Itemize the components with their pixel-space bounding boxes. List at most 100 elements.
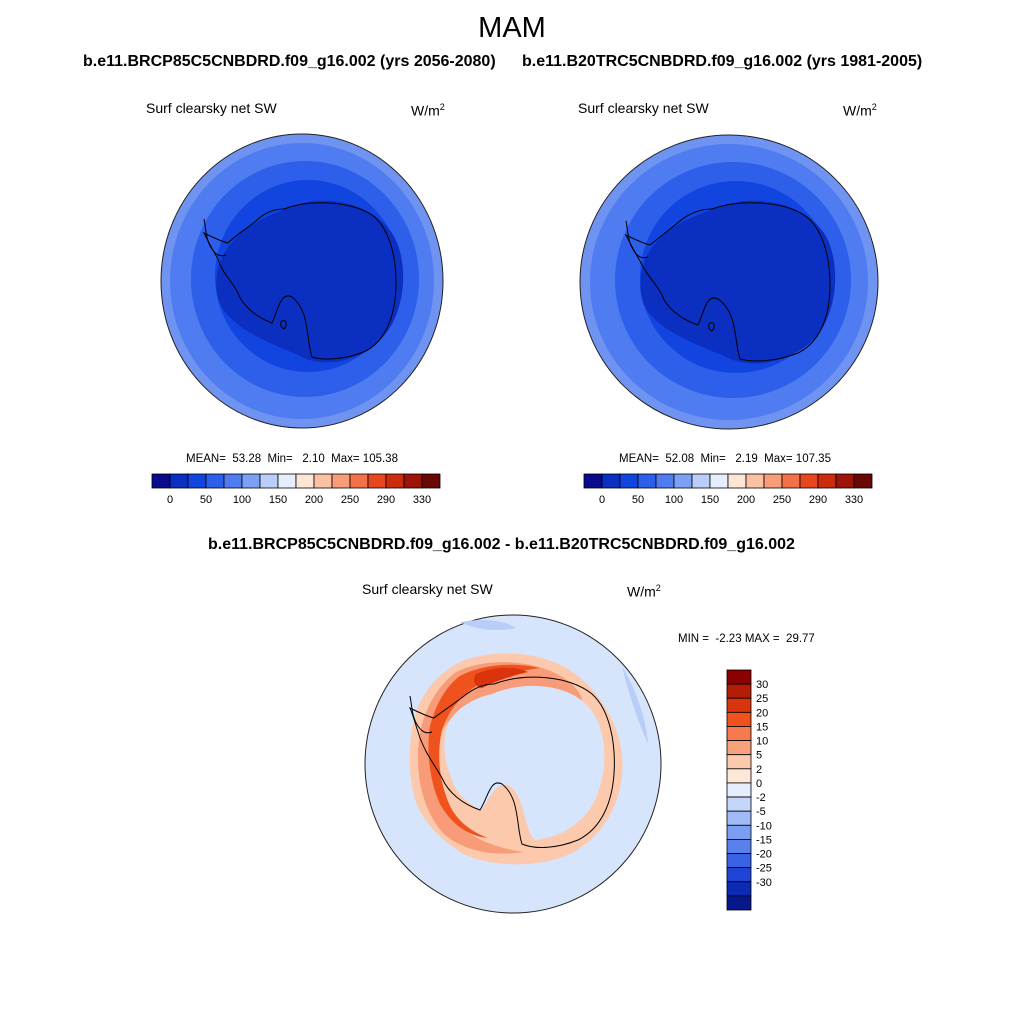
antarctica-coastline	[202, 202, 397, 360]
panel-2-stats: MEAN= 52.08 Min= 2.19 Max= 107.35	[619, 453, 831, 465]
colorbar-tick-label: 0	[756, 778, 762, 790]
min-value: 2.10	[302, 453, 325, 465]
colorbar-tick-label: -25	[756, 863, 772, 875]
diff-negative-patch-top	[460, 620, 516, 630]
mean-value: 53.28	[232, 453, 262, 465]
colorbar-box	[403, 473, 423, 489]
colorbar-box	[853, 473, 873, 489]
panel-2-units: W/m2	[843, 102, 877, 119]
antarctica-coastline	[624, 202, 831, 362]
colorbar-box	[726, 824, 752, 840]
colorbar-box	[223, 473, 243, 489]
max-value: 105.38	[362, 453, 398, 465]
min-label: Min=	[700, 453, 726, 465]
colorbar-box	[421, 473, 441, 489]
colorbar-box	[205, 473, 225, 489]
diff-units: W/m2	[627, 583, 661, 600]
peninsula-coastline	[203, 218, 227, 257]
colorbar-tick-label: 330	[413, 494, 431, 506]
colorbar-tick-label: 25	[756, 693, 768, 705]
colorbar-box	[726, 711, 752, 727]
colorbar-tick-label: 50	[200, 494, 212, 506]
colorbar-box	[726, 782, 752, 798]
colorbar-box	[259, 473, 279, 489]
colorbar-box	[313, 473, 333, 489]
min-value: -2.23	[715, 633, 742, 645]
colorbar-box	[726, 697, 752, 713]
units-base: W/m	[843, 102, 872, 119]
colorbar-box	[726, 754, 752, 770]
colorbar-box	[726, 881, 752, 897]
colorbar-box	[817, 473, 837, 489]
colorbar-tick-label: 150	[701, 494, 719, 506]
antarctica-coastline	[409, 676, 615, 848]
colorbar-tick-label: -30	[756, 877, 772, 889]
units-exponent: 2	[439, 102, 445, 112]
colorbar-tick-label: 50	[632, 494, 644, 506]
units-exponent: 2	[655, 583, 661, 593]
colorbar-tick-label: 10	[756, 736, 768, 748]
colorbar-box	[601, 473, 621, 489]
colorbar-box	[583, 473, 603, 489]
colorbar-box	[619, 473, 639, 489]
panel-1-colorbar: 0 50 100 150 200 250 290 330	[151, 473, 441, 506]
panel-2-map	[579, 134, 879, 430]
colorbar-box	[726, 867, 752, 883]
max-value: 107.35	[795, 453, 831, 465]
mean-value: 52.08	[665, 453, 695, 465]
min-label: Min=	[267, 453, 293, 465]
colorbar-tick-label: -20	[756, 849, 772, 861]
colorbar-tick-label: 330	[845, 494, 863, 506]
colorbar-tick-label: 250	[773, 494, 791, 506]
colorbar-box	[726, 895, 752, 911]
colorbar-box	[277, 473, 297, 489]
colorbar-box	[726, 740, 752, 756]
colorbar-box	[781, 473, 801, 489]
map-interior	[640, 200, 836, 364]
panel-2-colorbar: 0 50 100 150 200 250 290 330	[583, 473, 873, 506]
max-label: Max=	[331, 453, 360, 465]
colorbar-box	[331, 473, 351, 489]
panel-1-units: W/m2	[411, 102, 445, 119]
colorbar-tick-label: 2	[756, 764, 762, 776]
colorbar-box	[367, 473, 387, 489]
colorbar-tick-label: 100	[665, 494, 683, 506]
panel-1-map	[160, 133, 444, 429]
diff-map	[364, 614, 662, 914]
mean-label: MEAN=	[619, 453, 659, 465]
colorbar-box	[655, 473, 675, 489]
colorbar-box	[385, 473, 405, 489]
colorbar-tick-label: 200	[737, 494, 755, 506]
colorbar-box	[726, 839, 752, 854]
colorbar-box	[709, 473, 729, 489]
colorbar-box	[726, 683, 752, 699]
colorbar-box	[726, 726, 752, 741]
colorbar-tick-label: 15	[756, 721, 768, 733]
colorbar-tick-label: 5	[756, 750, 762, 762]
colorbar-tick-label: 100	[233, 494, 251, 506]
panel-1-stats: MEAN= 53.28 Min= 2.10 Max= 105.38	[186, 453, 398, 465]
max-label: MAX =	[744, 633, 780, 645]
colorbar-tick-label: -5	[756, 806, 766, 818]
diff-variable: Surf clearsky net SW	[362, 581, 493, 597]
colorbar-box	[691, 473, 711, 489]
colorbar-tick-label: 290	[377, 494, 395, 506]
colorbar-box	[799, 473, 819, 489]
peninsula-coastline	[625, 220, 649, 259]
units-base: W/m	[411, 102, 440, 119]
min-label: MIN =	[678, 633, 709, 645]
colorbar-tick-label: 0	[167, 494, 173, 506]
panel-2-case-title: b.e11.B20TRC5CNBDRD.f09_g16.002 (yrs 198…	[522, 53, 923, 70]
diff-case-title: b.e11.BRCP85C5CNBDRD.f09_g16.002 - b.e11…	[208, 536, 795, 553]
panel-1-variable: Surf clearsky net SW	[146, 100, 277, 116]
small-island	[280, 320, 287, 330]
colorbar-tick-label: 290	[809, 494, 827, 506]
colorbar-box	[169, 473, 189, 489]
colorbar-tick-label: 250	[341, 494, 359, 506]
peninsula-coastline	[409, 695, 433, 734]
colorbar-tick-label: 20	[756, 707, 768, 719]
colorbar-box	[835, 473, 855, 489]
colorbar-box	[726, 669, 752, 685]
colorbar-box	[745, 473, 765, 489]
